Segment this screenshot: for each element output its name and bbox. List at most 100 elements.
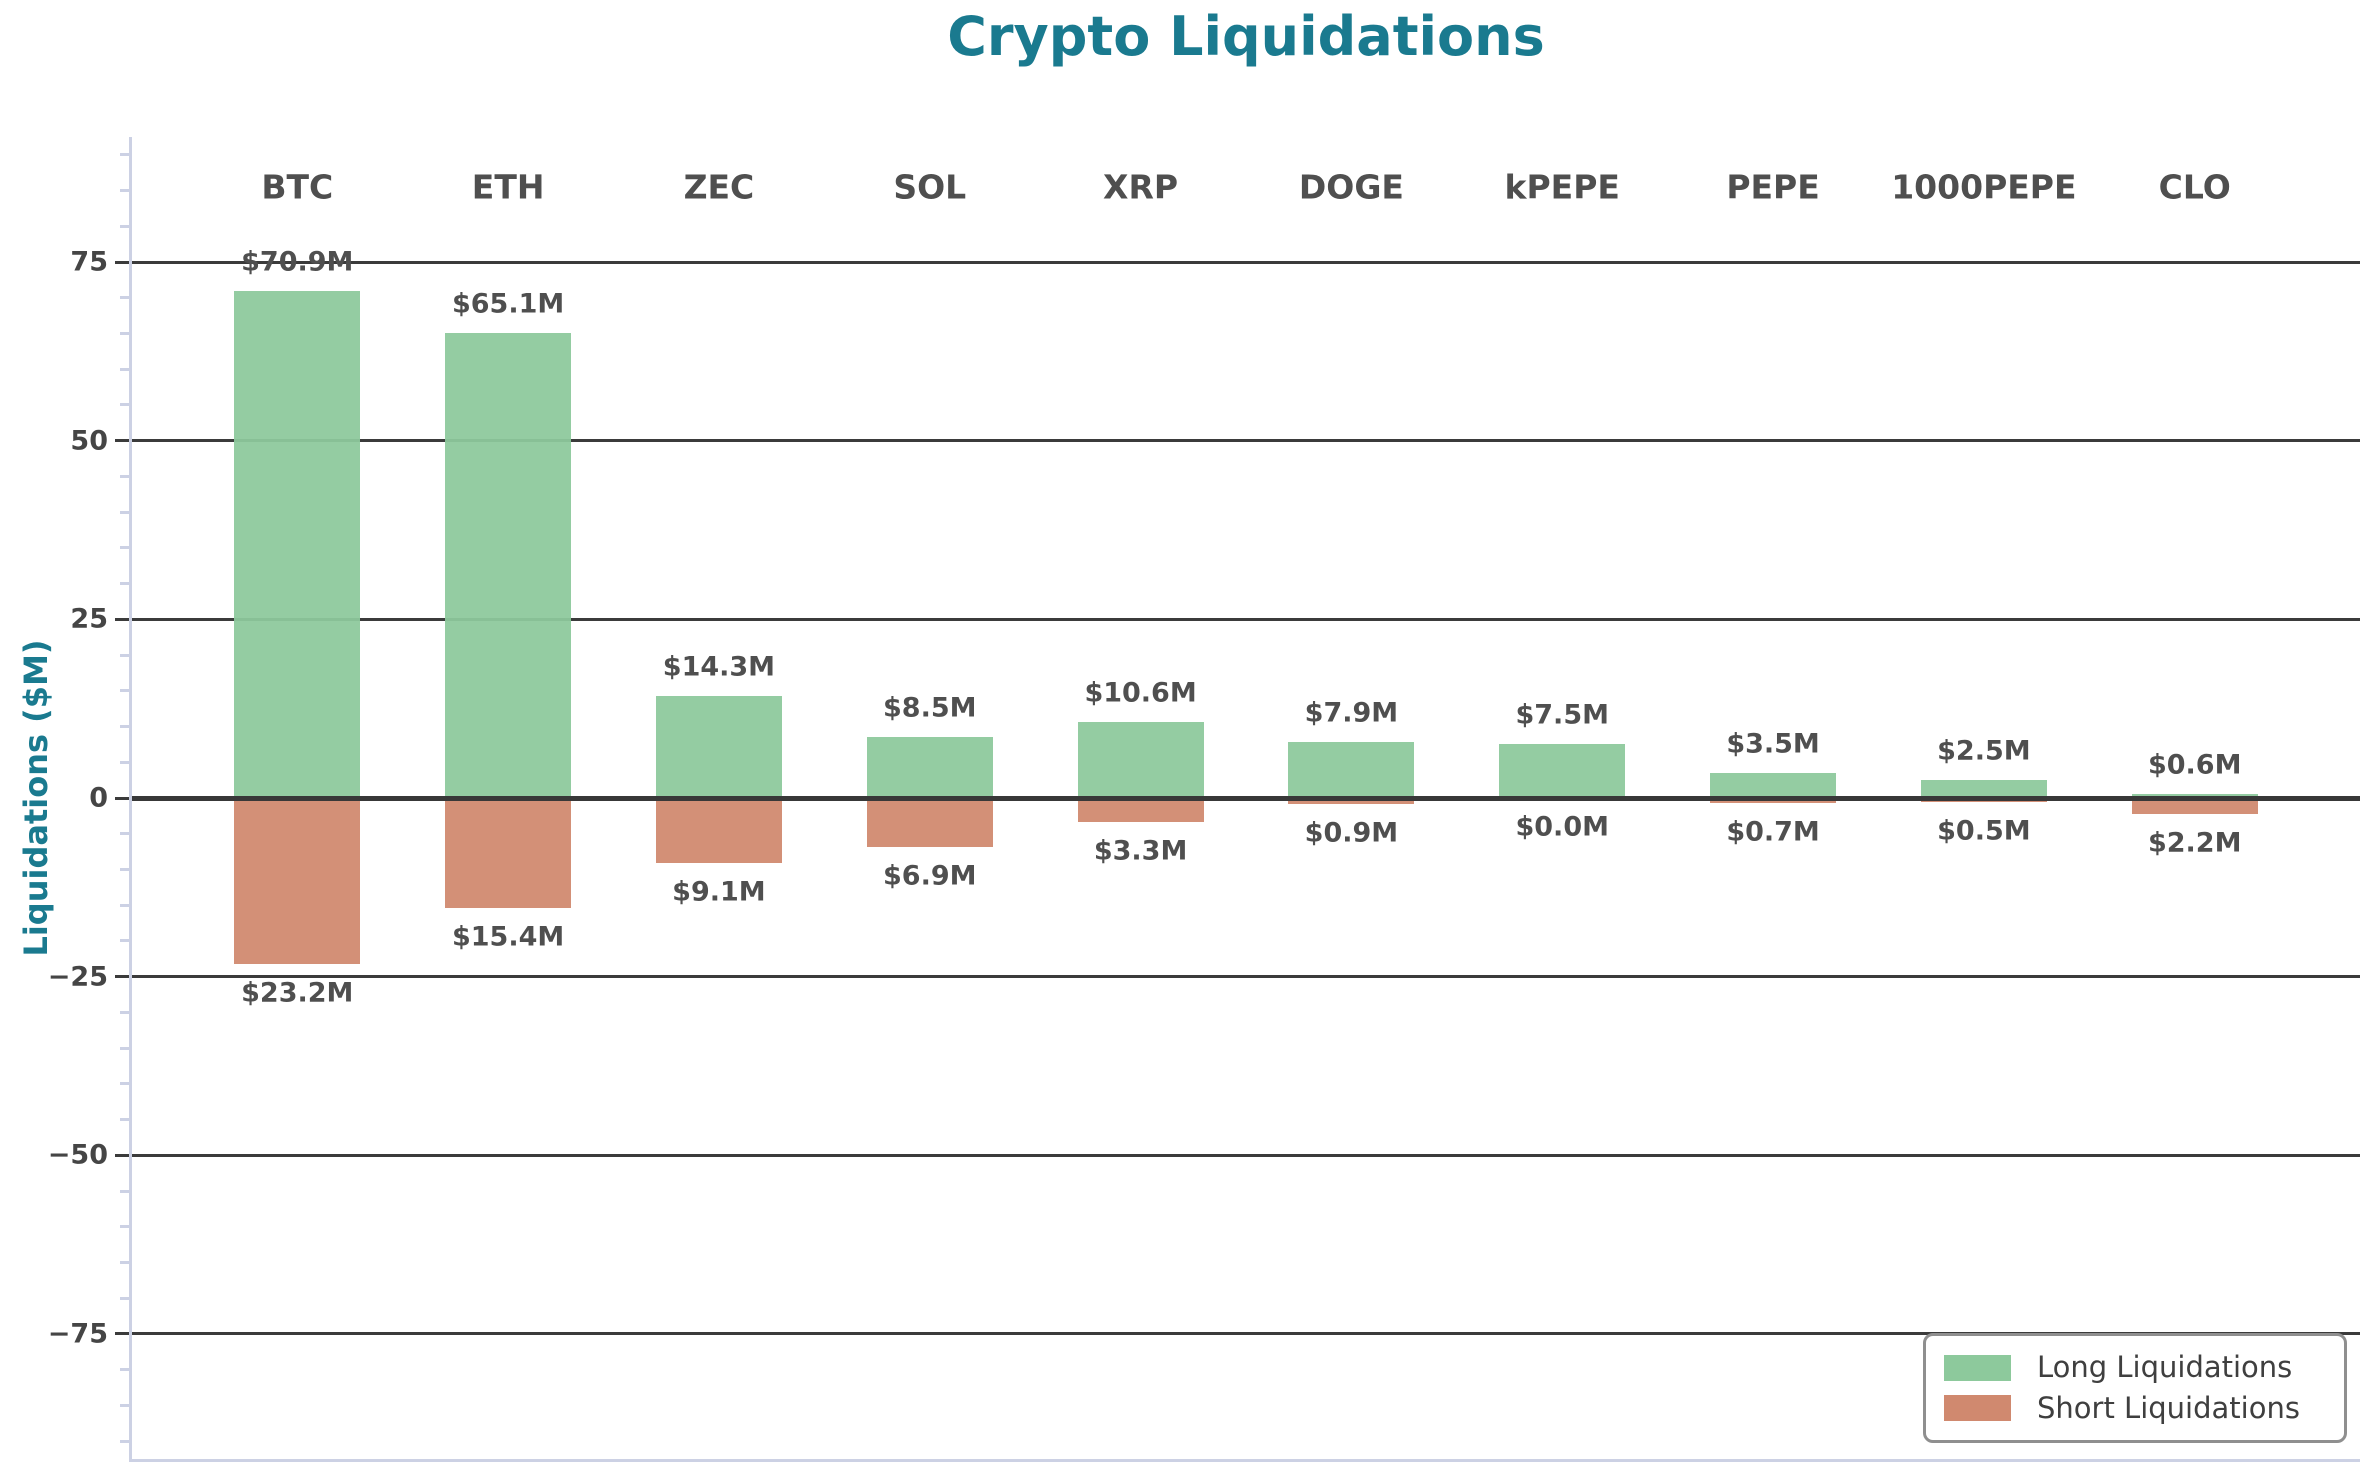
y-minor-tick xyxy=(120,189,129,193)
legend-swatch-short-icon xyxy=(1944,1395,2011,1422)
category-label: DOGE xyxy=(1298,167,1404,207)
y-tick-label: 50 xyxy=(70,425,108,457)
bar-short xyxy=(445,798,572,909)
y-minor-tick xyxy=(120,653,129,657)
y-minor-tick xyxy=(120,903,129,907)
y-minor-tick xyxy=(120,403,129,407)
y-gridline xyxy=(132,1332,2360,1336)
y-gridline xyxy=(132,975,2360,979)
bar-short xyxy=(866,798,993,848)
bar-value-label-long: $0.6M xyxy=(2147,749,2242,781)
bar-value-label-short: $0.0M xyxy=(1515,811,1609,843)
bar-value-label-short: $2.2M xyxy=(2147,827,2242,859)
bar-value-label-short: $3.3M xyxy=(1093,835,1188,867)
legend-item-long: Long Liquidations xyxy=(1944,1353,2344,1382)
x-axis-spine xyxy=(129,1459,2360,1462)
legend-item-short: Short Liquidations xyxy=(1944,1390,2344,1425)
y-tick-label: 0 xyxy=(89,782,108,814)
y-axis-spine xyxy=(129,137,132,1462)
bar-value-label-long: $14.3M xyxy=(662,651,776,683)
bar-value-label-long: $65.1M xyxy=(451,288,565,320)
bar-value-label-short: $0.9M xyxy=(1304,817,1399,849)
bar-long xyxy=(1499,744,1626,798)
y-major-tick xyxy=(115,975,129,979)
y-minor-tick xyxy=(120,332,129,335)
y-minor-tick xyxy=(120,224,129,228)
y-tick-label: −50 xyxy=(47,1139,108,1171)
bar-value-label-long: $8.5M xyxy=(883,692,977,724)
bar-value-label-long: $3.5M xyxy=(1726,728,1820,760)
category-label: ZEC xyxy=(683,167,755,207)
legend: Long Liquidations Short Liquidations xyxy=(1923,1333,2347,1443)
bar-long xyxy=(1077,722,1204,798)
category-label: kPEPE xyxy=(1504,167,1620,207)
y-major-tick xyxy=(115,617,129,621)
y-minor-tick xyxy=(120,725,129,729)
y-minor-tick xyxy=(120,867,129,871)
y-minor-tick xyxy=(120,367,129,371)
category-label: XRP xyxy=(1103,167,1179,207)
y-gridline xyxy=(132,617,2360,621)
y-minor-tick xyxy=(120,474,129,478)
y-minor-tick xyxy=(120,546,129,550)
chart-title: Crypto Liquidations xyxy=(947,5,1545,68)
bar-short xyxy=(1710,798,1837,803)
category-label: CLO xyxy=(2158,167,2231,207)
legend-label-short: Short Liquidations xyxy=(2037,1390,2300,1425)
y-minor-tick xyxy=(120,832,129,836)
bar-short xyxy=(234,798,361,964)
y-minor-tick xyxy=(120,1046,129,1050)
y-minor-tick xyxy=(120,1082,129,1086)
category-label: SOL xyxy=(893,167,967,207)
bar-long xyxy=(1920,780,2047,798)
y-minor-tick xyxy=(120,510,129,514)
y-major-tick xyxy=(115,260,129,264)
y-minor-tick xyxy=(120,1260,129,1264)
y-minor-tick xyxy=(120,1225,129,1229)
bar-long xyxy=(234,291,361,798)
bar-value-label-short: $15.4M xyxy=(451,921,565,953)
bar-value-label-long: $70.9M xyxy=(241,246,354,278)
y-minor-tick xyxy=(120,1118,129,1122)
zero-axis-line xyxy=(132,795,2360,801)
y-minor-tick xyxy=(120,1403,129,1407)
bar-value-label-short: $0.7M xyxy=(1726,816,1820,848)
category-label: PEPE xyxy=(1726,167,1820,207)
bar-value-label-long: $10.6M xyxy=(1084,677,1197,709)
bar-value-label-short: $0.5M xyxy=(1937,815,2031,847)
legend-swatch-long-icon xyxy=(1944,1354,2011,1381)
y-major-tick xyxy=(115,439,129,443)
bar-short xyxy=(1077,798,1204,822)
bar-short xyxy=(655,798,782,864)
bar-value-label-short: $23.2M xyxy=(241,977,354,1009)
y-minor-tick xyxy=(120,760,129,764)
y-minor-tick xyxy=(120,582,129,586)
y-minor-tick xyxy=(120,1189,129,1193)
y-major-tick xyxy=(115,1332,129,1336)
bar-value-label-long: $2.5M xyxy=(1937,735,2031,767)
y-minor-tick xyxy=(120,689,129,693)
bar-short xyxy=(1288,798,1415,805)
y-gridline xyxy=(132,1153,2360,1157)
y-major-tick xyxy=(115,796,129,800)
category-label: 1000PEPE xyxy=(1891,167,2077,207)
bar-long xyxy=(655,695,782,798)
y-tick-label: 25 xyxy=(70,603,108,635)
y-gridline xyxy=(132,260,2360,264)
bar-value-label-short: $9.1M xyxy=(672,876,766,908)
y-minor-tick xyxy=(120,153,129,157)
y-tick-label: 75 xyxy=(70,246,108,278)
y-tick-label: −25 xyxy=(47,961,108,993)
category-label: ETH xyxy=(471,167,545,207)
bar-value-label-long: $7.5M xyxy=(1515,699,1609,731)
bar-value-label-long: $7.9M xyxy=(1304,697,1399,729)
bar-long xyxy=(1288,741,1415,798)
y-minor-tick xyxy=(120,296,129,300)
bar-long xyxy=(445,332,572,798)
bar-short xyxy=(2131,798,2258,814)
y-minor-tick xyxy=(120,1010,129,1014)
bar-long xyxy=(866,737,993,798)
bar-value-label-short: $6.9M xyxy=(883,860,977,892)
y-gridline xyxy=(132,439,2360,443)
